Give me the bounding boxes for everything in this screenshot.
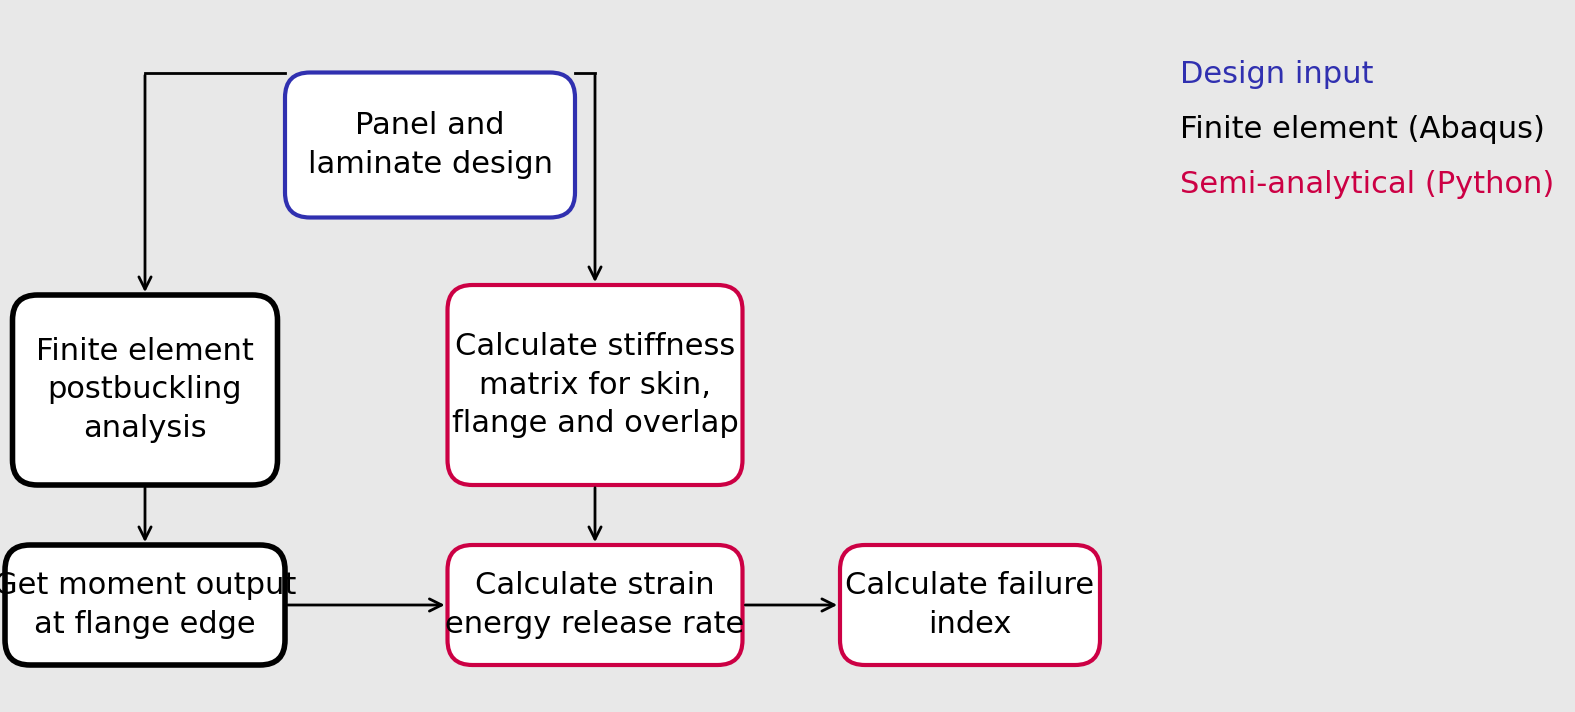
Text: Calculate strain
energy release rate: Calculate strain energy release rate — [446, 572, 745, 639]
FancyBboxPatch shape — [447, 545, 742, 665]
Text: Panel and
laminate design: Panel and laminate design — [307, 111, 553, 179]
Text: Semi-analytical (Python): Semi-analytical (Python) — [1180, 170, 1555, 199]
Text: Design input: Design input — [1180, 60, 1373, 89]
Text: Get moment output
at flange edge: Get moment output at flange edge — [0, 572, 296, 639]
FancyBboxPatch shape — [447, 285, 742, 485]
FancyBboxPatch shape — [5, 545, 285, 665]
FancyBboxPatch shape — [839, 545, 1099, 665]
Text: Finite element
postbuckling
analysis: Finite element postbuckling analysis — [36, 337, 254, 443]
Text: Calculate failure
index: Calculate failure index — [846, 572, 1095, 639]
Text: Calculate stiffness
matrix for skin,
flange and overlap: Calculate stiffness matrix for skin, fla… — [452, 333, 739, 438]
FancyBboxPatch shape — [285, 73, 575, 217]
Text: Finite element (Abaqus): Finite element (Abaqus) — [1180, 115, 1545, 144]
FancyBboxPatch shape — [13, 295, 277, 485]
